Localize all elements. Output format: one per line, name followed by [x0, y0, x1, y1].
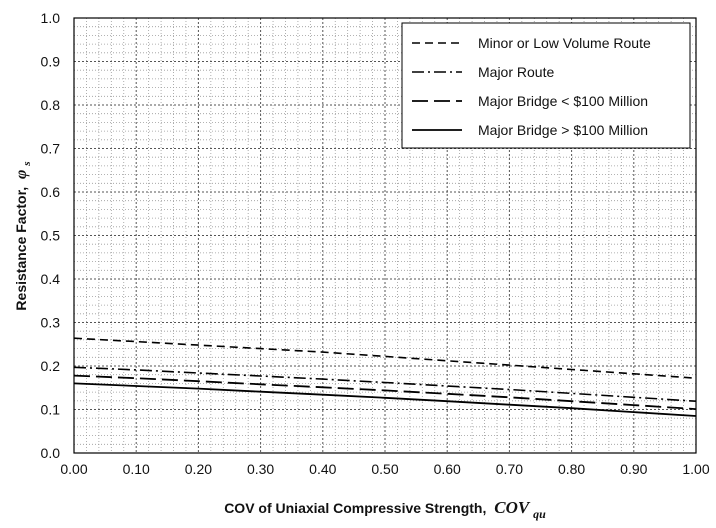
y-tick-label: 0.5	[41, 228, 61, 244]
y-tick-label: 0.7	[41, 141, 61, 157]
x-tick-label: 1.00	[682, 461, 709, 477]
x-tick-label: 0.90	[620, 461, 647, 477]
y-axis-title-subscript: s	[21, 161, 33, 166]
y-tick-labels: 0.0 0.1 0.2 0.3 0.4 0.5 0.6 0.7 0.8 0.9 1.0	[41, 10, 61, 461]
y-tick-label: 1.0	[41, 10, 61, 26]
y-tick-label: 0.2	[41, 358, 61, 374]
legend-label-major-bridge-over: Major Bridge > $100 Million	[478, 122, 648, 138]
x-tick-label: 0.40	[309, 461, 336, 477]
x-tick-label: 0.20	[185, 461, 212, 477]
plot-frame	[73, 17, 697, 454]
y-tick-label: 0.0	[41, 445, 61, 461]
y-axis-title-text: Resistance Factor,	[13, 187, 29, 311]
y-tick-label: 0.9	[41, 54, 61, 70]
x-axis-title: COV of Uniaxial Compressive Strength, CO…	[224, 498, 546, 521]
y-axis-title-symbol: φ	[13, 170, 30, 179]
series-layer	[73, 337, 697, 417]
x-tick-label: 0.00	[60, 461, 87, 477]
y-tick-label: 0.3	[41, 315, 61, 331]
legend-label-major-bridge-under: Major Bridge < $100 Million	[478, 93, 648, 109]
y-tick-label: 0.8	[41, 97, 61, 113]
x-tick-labels: 0.00 0.10 0.20 0.30 0.40 0.50 0.60 0.70 0.80 0.90…	[60, 461, 709, 477]
series-line-1	[73, 366, 697, 402]
legend-label-major-route: Major Route	[478, 64, 554, 80]
x-tick-label: 0.50	[371, 461, 398, 477]
x-tick-label: 0.80	[558, 461, 585, 477]
legend-label-minor-route: Minor or Low Volume Route	[478, 35, 651, 51]
legend: Minor or Low Volume Route Major Route Ma…	[401, 22, 691, 149]
y-tick-label: 0.1	[41, 402, 61, 418]
y-tick-label: 0.6	[41, 184, 61, 200]
series-line-3	[73, 382, 697, 417]
legend-box	[401, 22, 691, 149]
x-axis-title-text: COV of Uniaxial Compressive Strength,	[224, 500, 486, 516]
x-tick-label: 0.60	[434, 461, 461, 477]
y-axis-title: Resistance Factor, φ s	[13, 161, 33, 310]
x-tick-label: 0.30	[247, 461, 274, 477]
series-line-2	[73, 374, 697, 410]
x-axis-title-symbol: COV	[494, 498, 531, 517]
x-tick-label: 0.10	[123, 461, 150, 477]
x-axis-title-subscript: qu	[533, 507, 546, 521]
x-tick-label: 0.70	[496, 461, 523, 477]
y-tick-label: 0.4	[41, 271, 61, 287]
